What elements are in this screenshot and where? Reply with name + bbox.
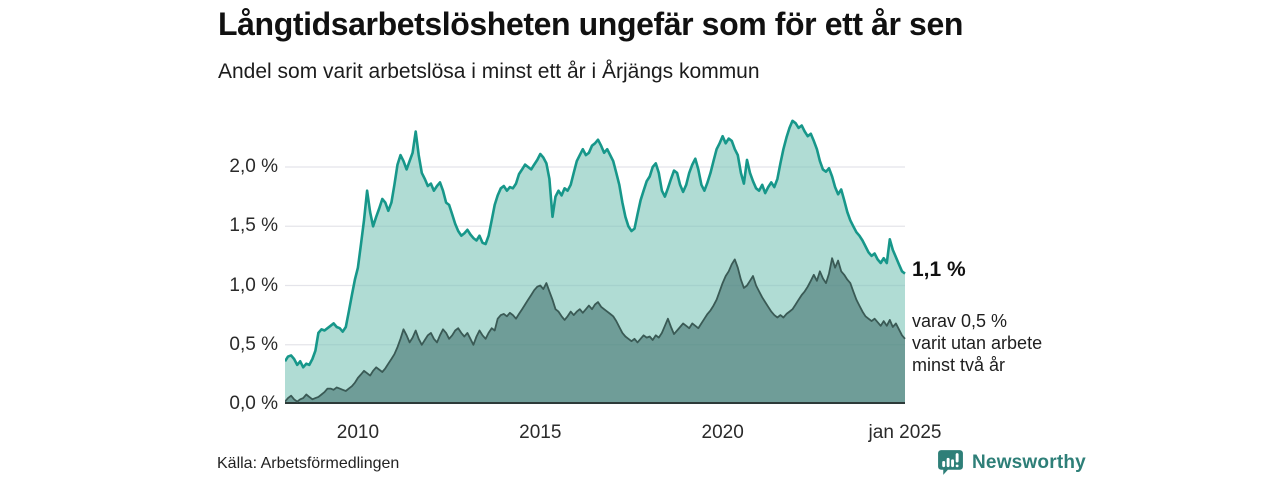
chart-plot-area [285,119,906,404]
newsworthy-brand-text: Newsworthy [972,451,1086,473]
latest-subvalue-label: varav 0,5 % varit utan arbete minst två … [912,311,1043,375]
latest-value-label: 1,1 % [912,258,966,281]
x-axis-label: 2020 [701,422,744,443]
newsworthy-brand: Newsworthy [936,448,1086,477]
x-axis-label: 2015 [519,422,562,443]
y-axis-label: 1,0 % [229,274,278,296]
series-area-1 [285,258,905,403]
y-axis-label: 0,0 % [229,393,278,414]
series-line-1 [285,257,906,403]
y-axis-label: 1,5 % [229,215,278,237]
page-title: Långtidsarbetslösheten ungefär som för e… [218,6,963,42]
y-axis-label: 0,5 % [229,333,278,355]
x-axis-label: 2010 [336,422,380,443]
chart-subtitle: Andel som varit arbetslösa i minst ett å… [218,60,760,83]
newsworthy-logo-icon [938,450,963,475]
source-attribution: Källa: Arbetsförmedlingen [217,455,400,472]
y-axis-label: 2,0 % [229,156,278,177]
series-line-0 [285,119,906,369]
x-axis-label: jan 2025 [868,422,942,443]
